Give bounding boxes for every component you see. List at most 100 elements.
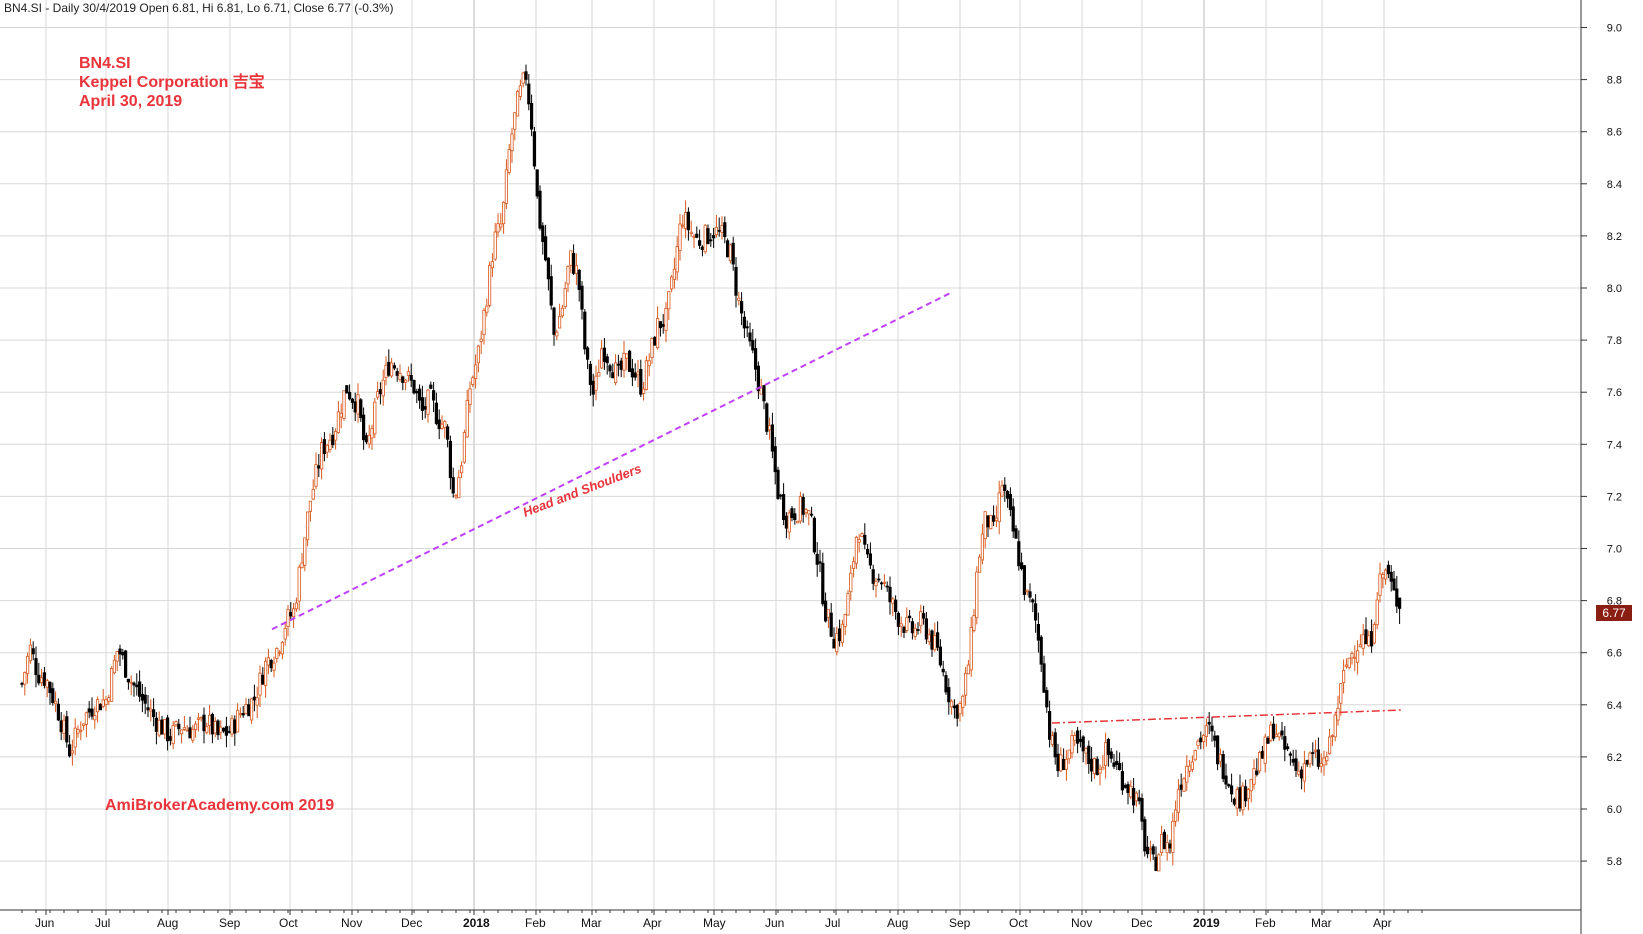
candle-body — [1255, 770, 1259, 775]
candle-body — [706, 228, 710, 244]
candle-body — [210, 713, 214, 735]
candle-body — [98, 703, 102, 711]
candle-body — [454, 494, 458, 498]
x-tick-label: Aug — [157, 916, 178, 930]
candle-body — [280, 641, 285, 655]
candle-body — [420, 397, 425, 411]
horizontal-gridlines — [0, 27, 1581, 862]
candle-body — [1199, 737, 1203, 743]
candle-body — [1056, 753, 1060, 772]
candle-body — [126, 678, 130, 683]
candle-body — [885, 585, 889, 588]
candle-body — [1008, 494, 1013, 510]
candle-body — [989, 515, 993, 530]
candle-body — [700, 246, 705, 250]
candle-body — [916, 629, 920, 631]
candle-body — [1333, 714, 1337, 738]
candle-body — [207, 714, 212, 726]
y-tick-label: 8.4 — [1607, 179, 1622, 191]
candle-body — [1137, 797, 1141, 802]
annotation-block: BN4.SI Keppel Corporation 吉宝 April 30, 2… — [79, 54, 265, 111]
candle-body — [1378, 573, 1382, 596]
candle-body — [518, 85, 523, 97]
candle-body — [1148, 848, 1152, 851]
candle-body — [832, 638, 836, 649]
candle-body — [681, 224, 685, 227]
date-label: April 30, 2019 — [79, 93, 183, 110]
candle-body — [1174, 809, 1178, 822]
candle-body — [191, 729, 195, 741]
y-tick-label: 7.8 — [1607, 335, 1622, 347]
candle-body — [1160, 834, 1164, 853]
candle-body — [1162, 831, 1166, 850]
candle-body — [1328, 736, 1332, 755]
candle-body — [980, 533, 985, 561]
candle-body — [403, 379, 408, 383]
candle-body — [633, 372, 637, 378]
candle-body — [392, 365, 397, 369]
candle-body — [933, 635, 937, 651]
candle-body — [1022, 565, 1027, 595]
candle-body — [1386, 564, 1390, 575]
candle-body — [205, 726, 209, 733]
pattern-label: Head and Shoulders — [521, 461, 644, 520]
candle-body — [574, 265, 579, 274]
candle-body — [717, 229, 721, 232]
candle-body — [73, 727, 77, 748]
candle-body — [137, 681, 142, 697]
candle-body — [969, 627, 973, 671]
candle-body — [994, 517, 999, 521]
candle-body — [1073, 735, 1077, 741]
candle-body — [303, 537, 307, 566]
candle-body — [311, 488, 315, 500]
candle-body — [1272, 723, 1276, 739]
candle-body — [1090, 758, 1094, 772]
candle-body — [233, 719, 237, 734]
y-tick-label: 8.8 — [1607, 75, 1622, 87]
candle-body — [308, 500, 313, 512]
candle-body — [118, 648, 122, 655]
candle-body — [426, 389, 430, 415]
candle-body — [1244, 786, 1248, 802]
candle-body — [314, 464, 318, 487]
candle-body — [1356, 650, 1360, 663]
candle-body — [1288, 753, 1292, 756]
candle-body — [1316, 749, 1320, 767]
candle-body — [541, 225, 545, 243]
candle-body — [1048, 710, 1052, 740]
candle-body — [101, 699, 105, 707]
candle-body — [31, 648, 35, 655]
candle-body — [826, 609, 831, 618]
candle-body — [619, 360, 623, 370]
candle-body — [504, 169, 509, 204]
candle-body — [1076, 730, 1080, 744]
candle-body — [1003, 484, 1007, 491]
candle-body — [499, 223, 503, 228]
candle-body — [238, 713, 242, 716]
candle-body — [964, 672, 968, 696]
candle-body — [381, 379, 385, 397]
candle-body — [838, 628, 842, 642]
candle-body — [709, 239, 713, 242]
candle-body — [594, 375, 598, 391]
candle-body — [364, 435, 369, 443]
candle-body — [1319, 763, 1323, 767]
candle-body — [185, 729, 189, 732]
candle-body — [1322, 757, 1326, 766]
candle-body — [235, 709, 240, 733]
candle-body — [1266, 737, 1270, 744]
candle-body — [1370, 631, 1374, 647]
candle-body — [742, 316, 747, 329]
candle-body — [577, 269, 581, 290]
candle-body — [1157, 854, 1161, 872]
candle-body — [135, 684, 139, 688]
candle-body — [1120, 771, 1124, 791]
candle-body — [1000, 485, 1004, 497]
candle-body — [1081, 736, 1085, 752]
candle-body — [902, 626, 906, 633]
candle-body — [768, 425, 772, 431]
candle-body — [636, 371, 640, 376]
candle-body — [952, 705, 957, 709]
candle-body — [793, 513, 797, 521]
candle-body — [490, 261, 495, 269]
